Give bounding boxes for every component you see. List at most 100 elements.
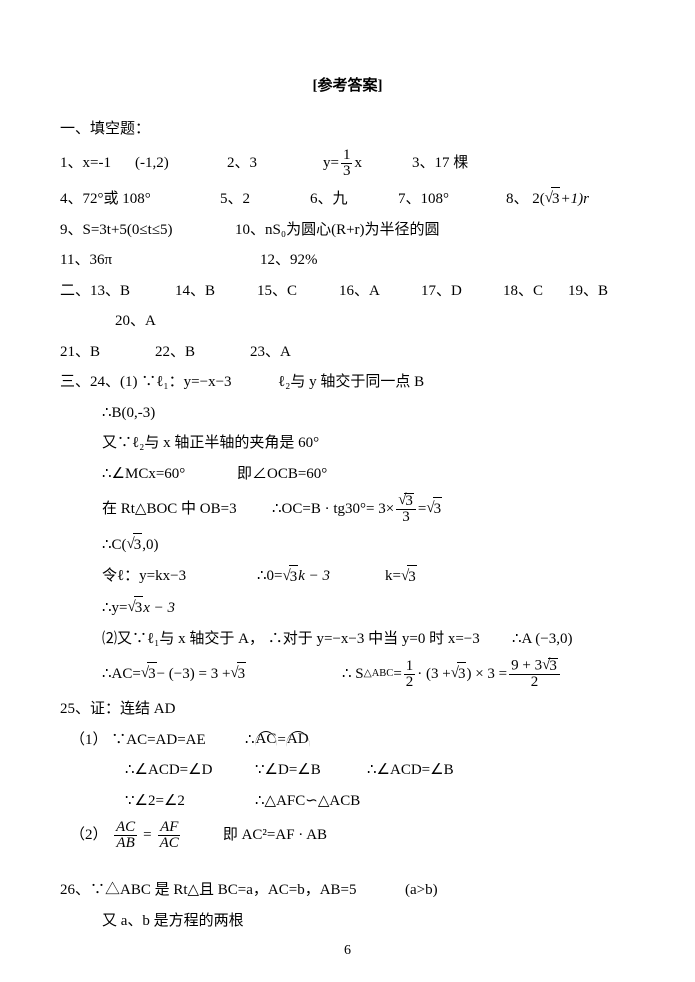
p25-5-label: （2） <box>70 824 112 847</box>
ans-9: 9、S=3t+5(0≤t≤5) <box>60 219 235 242</box>
prob-25-line2: （1） ∵AC=AD=AE ∴ AC = AD <box>60 729 635 752</box>
sqrt-3-c: 3 <box>127 533 143 557</box>
answer-row-4: 11、36π 12、92% <box>60 249 635 272</box>
ans-16: 16、A <box>339 280 421 303</box>
frac-num: 1 <box>341 148 353 164</box>
p25-5-res: 即 AC²=AF · AB <box>223 824 327 847</box>
s-d: ) × 3 = <box>466 663 507 686</box>
d2: 2 <box>529 675 541 690</box>
prob-24-line10: ∴AC= 3 − (−3) = 3 + 3 ∴ S △ABC = 1 2 · (… <box>60 658 635 690</box>
prob-24-line6: ∴C( 3 ,0) <box>60 533 635 557</box>
prob-25-line1: 25、证：连结 AD <box>60 698 635 721</box>
p24-2: ∴B(0,-3) <box>102 402 155 425</box>
ans-8: 8、 2( 3 +1)r <box>506 187 589 211</box>
p24-7a: 令ℓ：y=kx−3 <box>102 565 257 588</box>
ans-17: 17、D <box>421 280 503 303</box>
frac-ac-ab: AC AB <box>114 820 137 851</box>
prob-24-line8: ∴y= 3 x − 3 <box>60 596 635 620</box>
ans-6: 6、九 <box>310 188 398 211</box>
sqrt-3-ac: 3 <box>141 662 157 686</box>
p24-4a: ∴∠MCx=60° <box>102 463 237 486</box>
p25-3c: ∴∠ACD=∠B <box>367 759 454 782</box>
ans-20: 20、A <box>115 310 156 333</box>
prob-24-line2: ∴B(0,-3) <box>60 402 635 425</box>
prob-24-line4: ∴∠MCx=60° 即∠OCB=60° <box>60 463 635 486</box>
ans-21: 21、B <box>60 341 155 364</box>
sqrt-3-res: 3 <box>426 497 442 521</box>
prob-24-line7: 令ℓ：y=kx−3 ∴0= 3 k − 3 k= 3 <box>60 565 635 589</box>
answer-row-3: 9、S=3t+5(0≤t≤5) 10、nS₀为圆心(R+r)为半径的圆 <box>60 219 635 242</box>
ans-18: 18、C <box>503 280 568 303</box>
ans-1b: (-1,2) <box>135 152 227 175</box>
ans-4: 4、72°或 108° <box>60 188 220 211</box>
eq-sign: = <box>418 498 426 521</box>
answer-row-7: 21、B 22、B 23、A <box>60 341 635 364</box>
oc-eq: ∴OC=B · tg30°= 3× <box>272 498 394 521</box>
p25-1: 25、证：连结 AD <box>60 698 175 721</box>
page-title: [参考答案] <box>60 75 635 98</box>
frac-sqrt3-3: 3 3 <box>396 493 416 525</box>
k-minus3: k − 3 <box>298 565 330 588</box>
sqrt-3-s: 3 <box>451 662 467 686</box>
ans-19: 19、B <box>568 280 608 303</box>
ans-10: 10、nS₀为圆心(R+r)为半径的圆 <box>235 219 440 242</box>
answer-row-2: 4、72°或 108° 5、2 6、九 7、108° 8、 2( 3 +1)r <box>60 187 635 211</box>
page-number: 6 <box>0 940 695 961</box>
rad-3: 3 <box>551 187 561 211</box>
prob-24-line3: 又∵ℓ₂与 x 轴正半轴的夹角是 60° <box>60 432 635 455</box>
p24-9a: ⑵又∵ℓ₁与 x 轴交于 A， ∴对于 y=−x−3 中当 y=0 时 x=−3 <box>102 628 512 651</box>
arc-ad-icon: AD <box>286 731 310 747</box>
ans-11: 11、36π <box>60 249 260 272</box>
eq-arc: = <box>277 729 285 752</box>
sqrt-3-kval: 3 <box>401 565 417 589</box>
frac-9-3sqrt3-2: 9 + 33 2 <box>509 658 560 690</box>
p24-4b: 即∠OCB=60° <box>237 463 327 486</box>
p26-2: 又 a、b 是方程的两根 <box>102 910 244 933</box>
k-eq: k= <box>385 565 401 588</box>
p24-1a: 三、24、(1) ∵ℓ₁：y=−x−3 <box>60 371 278 394</box>
p24-1b: ℓ₂与 y 轴交于同一点 B <box>278 371 424 394</box>
ans-8b: +1)r <box>560 188 588 211</box>
p24-5a: 在 Rt△BOC 中 OB=3 <box>102 498 272 521</box>
p25-3a: ∴∠ACD=∠D <box>125 759 255 782</box>
prob-24-line1: 三、24、(1) ∵ℓ₁：y=−x−3 ℓ₂与 y 轴交于同一点 B <box>60 371 635 394</box>
ans-7: 7、108° <box>398 188 506 211</box>
answer-row-1: 1、x=-1 (-1,2) 2、3 y= 1 3 x 3、17 棵 <box>60 148 635 179</box>
s-eq: = <box>393 663 401 686</box>
x-minus3: x − 3 <box>143 597 175 620</box>
ans-15: 15、C <box>257 280 339 303</box>
sqrt-3-icon: 3 <box>545 187 561 211</box>
c-open: ∴C( <box>102 534 127 557</box>
ans-2: 2、3 <box>227 152 323 175</box>
n2: 9 + 33 <box>509 658 560 675</box>
frac-den: 3 <box>341 164 353 179</box>
ans-1a: 1、x=-1 <box>60 152 135 175</box>
answer-row-6: 20、A <box>60 310 635 333</box>
ac-num: AC <box>114 820 137 836</box>
n1: 1 <box>404 659 416 675</box>
ans-8a: 8、 2( <box>506 188 545 211</box>
answer-row-5: 二、13、B 14、B 15、C 16、A 17、D 18、C 19、B <box>60 280 635 303</box>
arc-ac-icon: AC <box>255 731 278 747</box>
p26-1b: (a>b) <box>405 879 438 902</box>
sqrt-3-ac2: 3 <box>230 662 246 686</box>
p24-3: 又∵ℓ₂与 x 轴正半轴的夹角是 60° <box>102 432 319 455</box>
prob-24-line9: ⑵又∵ℓ₁与 x 轴交于 A， ∴对于 y=−x−3 中当 y=0 时 x=−3… <box>60 628 635 651</box>
frac-1-3: 1 3 <box>341 148 353 179</box>
c-close: ,0) <box>142 534 158 557</box>
prob-25-line4: ∵∠2=∠2 ∴△AFC∽△ACB <box>60 790 635 813</box>
prob-25-line5: （2） AC AB = AF AC 即 AC²=AF · AB <box>60 820 635 851</box>
s-sym: ∴ S <box>342 663 364 686</box>
d1: 2 <box>404 675 416 690</box>
s-c: · (3 + <box>417 663 450 686</box>
p25-4a: ∵∠2=∠2 <box>125 790 255 813</box>
p25-2b: ∴ AC = AD <box>245 729 310 752</box>
ac-eq: ∴AC= <box>102 663 141 686</box>
p24-5b: ∴OC=B · tg30°= 3× 3 3 = 3 <box>272 493 442 525</box>
p25-5-eq: AC AB = AF AC <box>112 820 183 851</box>
ans-12: 12、92% <box>260 249 318 272</box>
y-eq2: ∴y= <box>102 597 128 620</box>
p24-10a: ∴AC= 3 − (−3) = 3 + 3 <box>102 662 342 686</box>
frac-1-2: 1 2 <box>404 659 416 690</box>
ab-den: AB <box>114 836 136 851</box>
